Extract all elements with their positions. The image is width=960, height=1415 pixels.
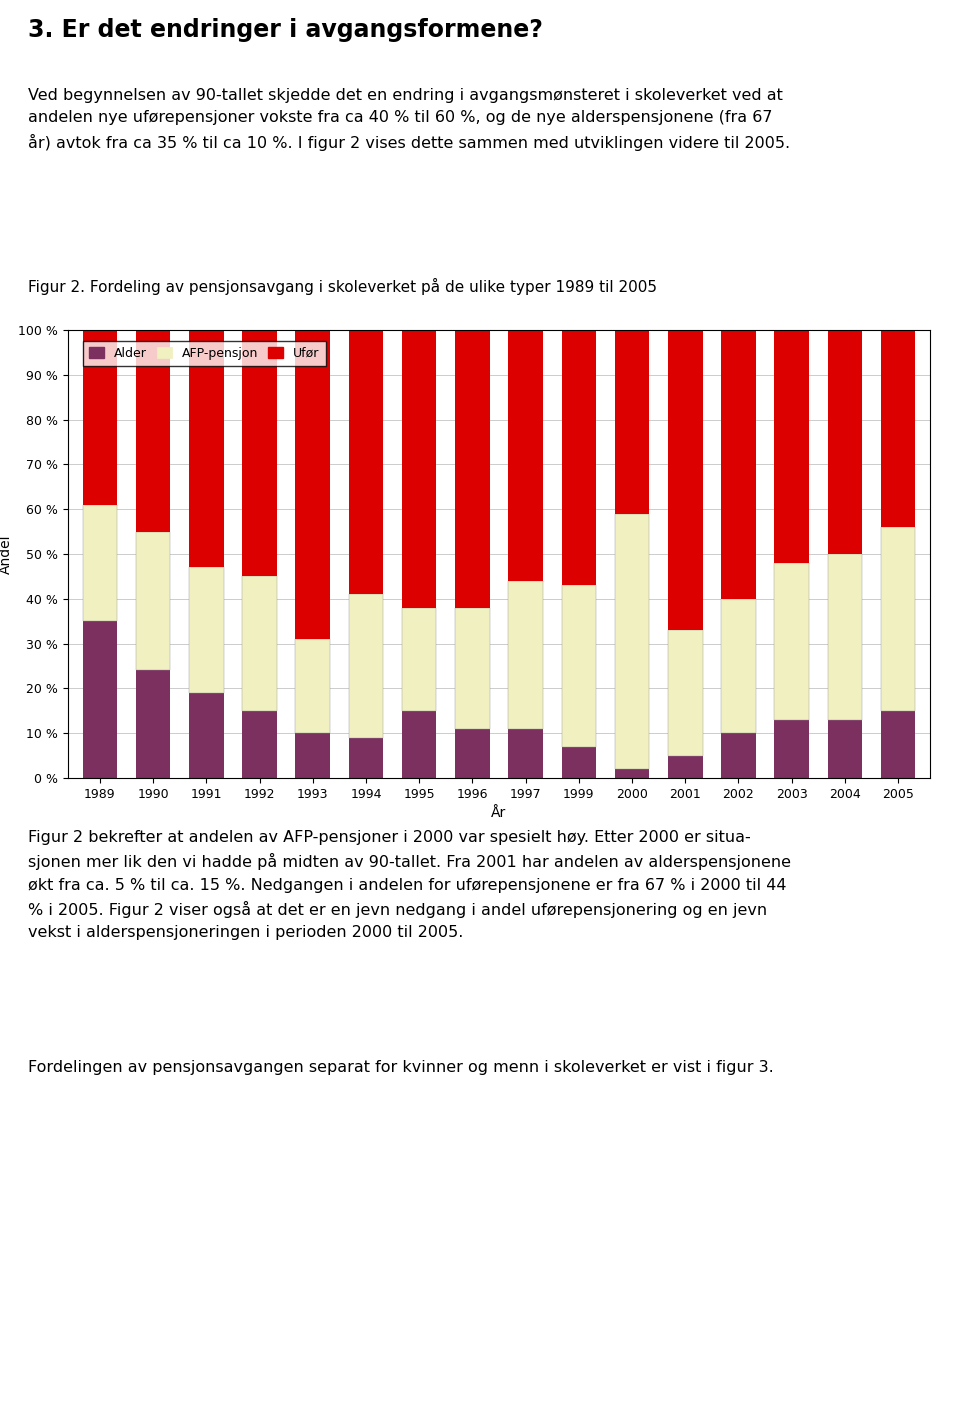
Bar [348, 330, 383, 594]
Bar [721, 733, 756, 778]
Bar [242, 330, 276, 576]
Bar [562, 747, 596, 778]
Bar [775, 720, 809, 778]
Text: Figur 2. Fordeling av pensjonsavgang i skoleverket på de ulike typer 1989 til 20: Figur 2. Fordeling av pensjonsavgang i s… [28, 277, 657, 294]
Text: Ved begynnelsen av 90-tallet skjedde det en endring i avgangsmønsteret i skoleve: Ved begynnelsen av 90-tallet skjedde det… [28, 88, 790, 150]
Bar [455, 330, 490, 608]
Bar [614, 330, 649, 514]
Bar [508, 582, 543, 729]
Bar [562, 586, 596, 747]
Bar [136, 532, 171, 671]
Bar [508, 729, 543, 778]
Bar [242, 576, 276, 710]
Legend: Alder, AFP-pensjon, Ufør: Alder, AFP-pensjon, Ufør [83, 341, 326, 366]
Bar [668, 330, 703, 630]
Text: 3. Er det endringer i avgangsformene?: 3. Er det endringer i avgangsformene? [28, 18, 542, 42]
Bar [775, 330, 809, 563]
Bar [828, 330, 862, 555]
X-axis label: År: År [492, 807, 507, 821]
Bar [668, 630, 703, 756]
Bar [562, 330, 596, 586]
Y-axis label: Andel: Andel [0, 535, 12, 573]
Bar [614, 514, 649, 768]
Bar [296, 640, 330, 733]
Bar [83, 621, 117, 778]
Bar [189, 693, 224, 778]
Bar [402, 330, 437, 608]
Bar [455, 608, 490, 729]
Bar [83, 505, 117, 621]
Bar [775, 563, 809, 720]
Bar [880, 330, 916, 528]
Bar [242, 710, 276, 778]
Bar [136, 671, 171, 778]
Bar [721, 330, 756, 599]
Bar [455, 729, 490, 778]
Bar [189, 567, 224, 693]
Bar [296, 330, 330, 640]
Bar [880, 710, 916, 778]
Bar [348, 737, 383, 778]
Bar [348, 594, 383, 737]
Text: Figur 2 bekrefter at andelen av AFP-pensjoner i 2000 var spesielt høy. Etter 200: Figur 2 bekrefter at andelen av AFP-pens… [28, 831, 791, 940]
Bar [721, 599, 756, 733]
Bar [136, 330, 171, 532]
Bar [402, 710, 437, 778]
Bar [614, 768, 649, 778]
Bar [83, 330, 117, 505]
Bar [508, 330, 543, 582]
Bar [828, 555, 862, 720]
Bar [880, 528, 916, 710]
Bar [668, 756, 703, 778]
Bar [296, 733, 330, 778]
Bar [402, 608, 437, 710]
Text: Fordelingen av pensjonsavgangen separat for kvinner og menn i skoleverket er vis: Fordelingen av pensjonsavgangen separat … [28, 1060, 774, 1075]
Bar [189, 330, 224, 567]
Bar [828, 720, 862, 778]
